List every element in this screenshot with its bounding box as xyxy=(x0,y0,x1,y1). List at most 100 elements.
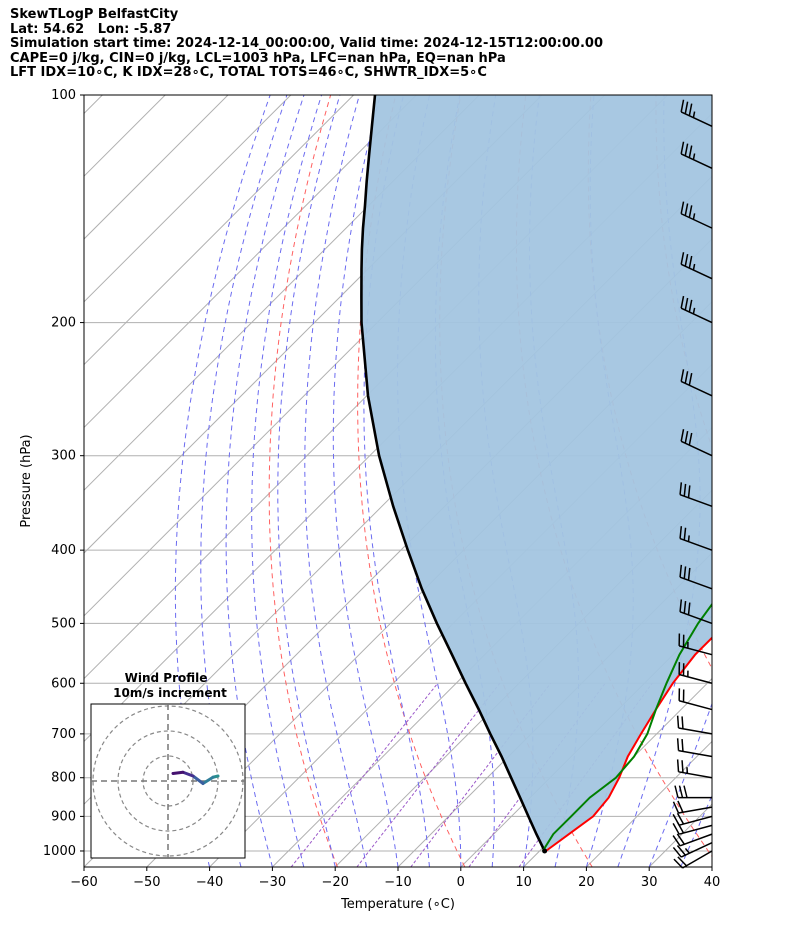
isotherm-line xyxy=(84,95,292,303)
x-tick-label: 20 xyxy=(578,875,595,890)
wind-barb xyxy=(676,715,713,735)
wind-barb-flag xyxy=(681,760,684,773)
wind-barb-staff xyxy=(678,806,713,814)
wind-barb-flag xyxy=(684,371,689,384)
moist-adiabat-line xyxy=(397,95,462,867)
wind-barb-flag xyxy=(680,99,685,113)
hodograph-ring xyxy=(117,730,219,832)
wind-barb-staff xyxy=(679,537,713,551)
wind-barb-flag xyxy=(672,801,680,814)
wind-barb-flag xyxy=(677,800,684,813)
wind-barb-flag xyxy=(679,526,683,539)
x-tick-label: 40 xyxy=(704,875,721,890)
wind-barb-half-flag xyxy=(692,153,696,160)
y-tick-label: 1000 xyxy=(43,844,76,859)
x-tick-label: −30 xyxy=(259,875,286,890)
wind-barb-flag xyxy=(688,432,693,446)
hodograph-inset: Wind Profile 10m/s increment xyxy=(90,671,246,859)
wind-barb-flag xyxy=(684,430,689,444)
moist-adiabat-line xyxy=(225,95,305,867)
wind-barb-staff xyxy=(679,493,713,508)
wind-barb xyxy=(678,688,713,711)
moist-adiabat-line xyxy=(363,95,430,867)
isotherm-line xyxy=(84,95,480,491)
x-axis-label: Temperature (∘C) xyxy=(340,897,455,912)
wind-barb-flag xyxy=(680,429,685,442)
wind-barb-flag xyxy=(680,201,685,214)
wind-barb xyxy=(680,99,713,127)
isotherm-line xyxy=(334,489,712,867)
wind-barb-staff xyxy=(680,841,713,858)
wind-barb xyxy=(674,785,712,799)
axes: −60 −50 −40 −30 −20 −10 0 10 20 30 40 1000 900 800 700… xyxy=(43,88,720,890)
x-tick-label: 30 xyxy=(641,875,658,890)
wind-barb-flag xyxy=(683,600,687,614)
isotherm-line xyxy=(84,95,354,366)
y-tick-label: 500 xyxy=(51,616,76,631)
x-tick-label: −40 xyxy=(196,875,223,890)
wind-barb-staff xyxy=(680,153,713,169)
y-tick-label: 800 xyxy=(51,771,76,786)
hodograph-trace-segment xyxy=(181,770,195,778)
x-tick-label: −10 xyxy=(384,875,411,890)
wind-barb xyxy=(679,599,713,625)
y-tick-label: 200 xyxy=(51,316,76,331)
wind-barb-flag xyxy=(679,599,683,612)
dry-adiabat-line xyxy=(786,95,794,867)
hodograph-trace-segment xyxy=(201,775,215,785)
temperature-profile-line xyxy=(545,636,712,852)
x-tick-label: −20 xyxy=(321,875,348,890)
wind-barb-flag xyxy=(674,785,679,798)
x-tick-label: 0 xyxy=(457,875,465,890)
wind-barb-flag xyxy=(676,812,685,825)
wind-barb-half-flag xyxy=(692,111,696,118)
wind-barb-staff xyxy=(678,815,713,826)
isotherm-line xyxy=(84,95,103,115)
hodograph-trace-segment xyxy=(191,774,205,785)
wind-barb-half-flag xyxy=(692,307,696,315)
chart-header: SkewTLogP BelfastCity Lat: 54.62 Lon: -5… xyxy=(10,7,603,81)
isotherm-line xyxy=(523,677,712,867)
wind-barb-flag xyxy=(679,564,683,578)
wind-barb-half-flag xyxy=(692,263,696,271)
wind-barb-staff xyxy=(682,850,713,869)
wind-barb xyxy=(680,369,713,397)
wind-barb-flag xyxy=(676,833,685,845)
wind-barb xyxy=(676,759,713,779)
wind-barb-staff xyxy=(678,749,713,758)
wind-barbs xyxy=(672,99,713,869)
wind-barb-staff xyxy=(678,824,713,835)
wind-barb-flag xyxy=(684,297,689,311)
wind-barb-flag xyxy=(688,103,693,116)
wind-barb-staff xyxy=(680,380,713,397)
wind-barb-flag xyxy=(684,143,689,156)
wind-barb-staff xyxy=(680,213,713,229)
wind-barb-flag xyxy=(672,835,681,847)
cape-cin-shading xyxy=(361,95,712,851)
moist-adiabat-line xyxy=(680,794,712,867)
wind-barb-flag xyxy=(676,738,680,751)
wind-barb xyxy=(676,738,713,758)
wind-barb-flag xyxy=(684,101,689,114)
wind-barb-staff xyxy=(678,645,713,656)
hodograph-trace-segment xyxy=(171,770,185,775)
wind-barb-half-flag xyxy=(687,535,690,542)
moist-adiabat-line xyxy=(332,95,399,867)
parcel-profile-line xyxy=(360,95,546,852)
wind-barb-flag xyxy=(681,739,684,752)
dewpoint-profile-line xyxy=(541,602,712,852)
wind-barb-flag xyxy=(687,567,691,581)
wind-barb-staff xyxy=(678,727,713,735)
wind-barb-flag xyxy=(679,482,683,495)
wind-barb xyxy=(678,633,713,656)
wind-barb-flag xyxy=(680,141,685,155)
wind-barb-flag xyxy=(683,566,687,579)
stability-indices-2: LFT IDX=10∘C, K IDX=28∘C, TOTAL TOTS=46∘… xyxy=(10,65,487,81)
wind-barb-flag xyxy=(681,716,684,729)
wind-barb xyxy=(680,252,713,280)
hodograph-plot xyxy=(91,704,245,858)
simulation-times: Simulation start time: 2024-12-14_00:00:… xyxy=(10,36,603,52)
wind-barb xyxy=(672,800,713,814)
wind-barb-staff xyxy=(680,440,713,457)
